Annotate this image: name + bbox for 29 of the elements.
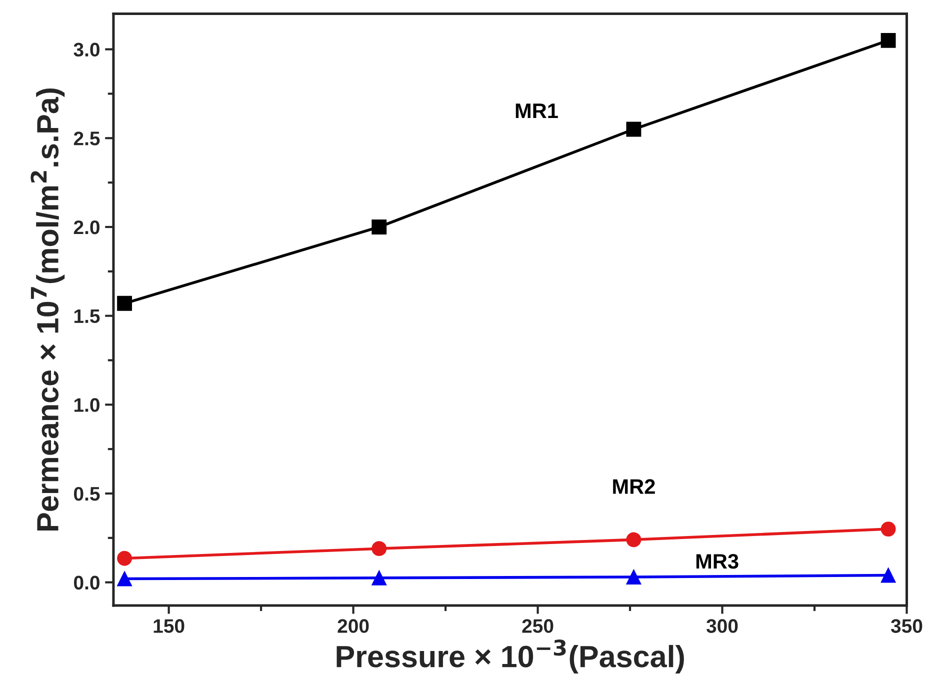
point <box>626 122 642 137</box>
x-axis-title: Pressure × 10$^{−3}$(Pascal) <box>336 640 684 674</box>
y-tick-label: 3.0 <box>74 42 100 57</box>
point <box>880 568 896 583</box>
point <box>117 571 132 586</box>
x-tick-label: 150 <box>154 619 184 633</box>
series-label: MR1 <box>516 104 558 118</box>
series-label: MR3 <box>696 554 738 569</box>
y-tick-label: 1.0 <box>74 398 100 412</box>
point <box>880 32 896 48</box>
x-tick-label: 300 <box>706 619 738 633</box>
point <box>372 541 387 556</box>
point <box>626 532 642 548</box>
y-tick-label: 0.5 <box>74 486 100 501</box>
text: MR2 <box>613 479 655 494</box>
point <box>626 570 642 584</box>
point <box>372 220 387 234</box>
y-tick-label: 2.0 <box>74 220 100 234</box>
x-tick-label: 350 <box>890 619 922 633</box>
y-tick-label: 2.5 <box>74 132 100 146</box>
y-axis-title: Permeance × 10$^{7}$(mol/m$^{2}$.s.Pa) <box>30 88 65 530</box>
point <box>880 522 896 536</box>
x-tick-label: 200 <box>338 619 369 633</box>
y-tick-label: 1.5 <box>74 309 100 324</box>
point <box>372 570 387 586</box>
point <box>117 296 132 311</box>
y-tick-label: 0.0 <box>74 576 100 590</box>
x-tick-label: 250 <box>522 619 554 633</box>
point <box>117 550 132 566</box>
